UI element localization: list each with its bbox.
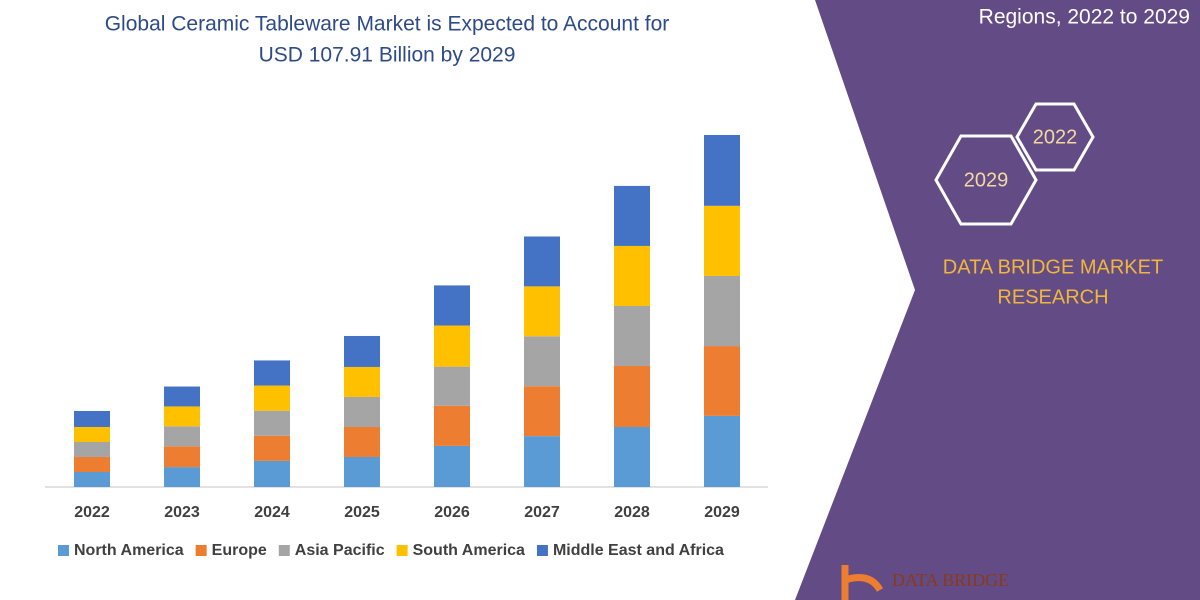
bar-segment bbox=[704, 346, 740, 416]
bar-segment bbox=[614, 365, 650, 427]
legend-label: Asia Pacific bbox=[295, 542, 385, 559]
x-tick-label: 2028 bbox=[614, 504, 650, 521]
bar-segment bbox=[254, 410, 290, 436]
x-tick-label: 2023 bbox=[164, 504, 200, 521]
bar-segment bbox=[74, 426, 110, 442]
bar-segment bbox=[254, 435, 290, 461]
bar-segment bbox=[164, 446, 200, 468]
hexagon-label: 2022 bbox=[1033, 126, 1078, 148]
bar-segment bbox=[434, 366, 470, 406]
hexagon-label: 2029 bbox=[964, 169, 1009, 191]
bar-segment bbox=[74, 456, 110, 472]
bar-segment bbox=[614, 305, 650, 366]
legend-label: North America bbox=[74, 542, 184, 559]
legend-swatch bbox=[396, 545, 408, 556]
bar-segment bbox=[524, 336, 560, 387]
bar-segment bbox=[74, 471, 110, 487]
bar-segment bbox=[164, 406, 200, 427]
bar-segment bbox=[614, 185, 650, 246]
chart-title: USD 107.91 Billion by 2029 bbox=[259, 44, 516, 67]
bar-segment bbox=[74, 441, 110, 457]
brand-text: RESEARCH bbox=[997, 286, 1108, 308]
legend-label: Europe bbox=[212, 542, 267, 559]
bar-segment bbox=[434, 325, 470, 367]
bar-segment bbox=[524, 236, 560, 287]
bar-segment bbox=[254, 360, 290, 386]
bar-segment bbox=[164, 467, 200, 487]
hexagon bbox=[1015, 102, 1095, 172]
bar-segment bbox=[614, 245, 650, 306]
brand-text: DATA BRIDGE MARKET bbox=[943, 256, 1163, 278]
bar-segment bbox=[344, 396, 380, 427]
bar-segment bbox=[254, 460, 290, 487]
logo-mark bbox=[841, 565, 884, 600]
bar-segment bbox=[164, 386, 200, 407]
x-tick-label: 2026 bbox=[434, 504, 470, 521]
legend-label: South America bbox=[413, 542, 525, 559]
x-tick-label: 2027 bbox=[524, 504, 560, 521]
bar-segment bbox=[434, 445, 470, 487]
bar-segment bbox=[524, 286, 560, 337]
bar-segment bbox=[434, 405, 470, 446]
side-panel bbox=[795, 0, 1200, 600]
bar-segment bbox=[524, 386, 560, 437]
x-tick-label: 2024 bbox=[254, 504, 290, 521]
bar-segment bbox=[704, 415, 740, 487]
x-tick-label: 2029 bbox=[704, 504, 740, 521]
legend-swatch bbox=[195, 545, 207, 556]
bar-segment bbox=[704, 135, 740, 206]
x-tick-label: 2022 bbox=[74, 504, 110, 521]
legend-swatch bbox=[278, 545, 290, 556]
panel-heading: Regions, 2022 to 2029 bbox=[979, 6, 1190, 29]
logo-text: DATA BRIDGE bbox=[892, 570, 1009, 590]
bar-segment bbox=[164, 426, 200, 447]
legend-swatch bbox=[58, 545, 69, 556]
bar-segment bbox=[524, 436, 560, 487]
bar-segment bbox=[344, 426, 380, 457]
bar-segment bbox=[74, 410, 110, 427]
chart-title: Global Ceramic Tableware Market is Expec… bbox=[105, 13, 670, 36]
bar-segment bbox=[344, 335, 380, 367]
bar-segment bbox=[704, 275, 740, 347]
bar-segment bbox=[344, 456, 380, 487]
hexagon bbox=[934, 134, 1038, 226]
bar-segment bbox=[434, 285, 470, 326]
bar-segment bbox=[254, 385, 290, 411]
legend-swatch bbox=[536, 545, 548, 556]
legend-label: Middle East and Africa bbox=[553, 542, 724, 559]
bar-segment bbox=[704, 205, 740, 276]
bar-segment bbox=[344, 366, 380, 397]
x-tick-label: 2025 bbox=[344, 504, 380, 521]
bar-segment bbox=[614, 426, 650, 487]
